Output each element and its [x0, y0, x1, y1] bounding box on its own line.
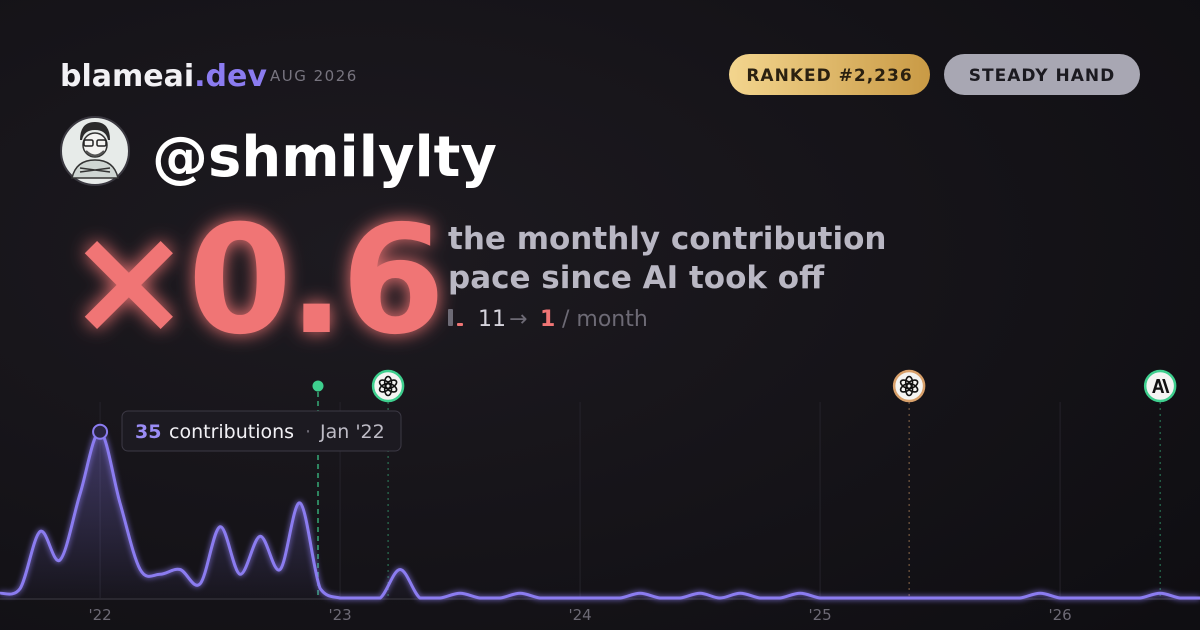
event-icon	[892, 369, 926, 403]
tooltip-box	[121, 410, 402, 452]
x-tick-label: '23	[328, 606, 351, 624]
pace-icon	[448, 309, 463, 326]
pace-before: 11	[478, 307, 506, 332]
tooltip: 35 contributions · Jan '22	[121, 410, 402, 452]
avatar	[60, 116, 130, 186]
logo-glyph	[1152, 379, 1170, 393]
description-line: pace since AI took off	[448, 260, 825, 296]
highlight-point	[92, 423, 109, 440]
event-icon	[371, 369, 405, 403]
date: AUG 2026	[270, 67, 358, 85]
x-tick-label: '22	[88, 606, 111, 624]
brand: blameai.dev	[60, 59, 267, 94]
x-tick-label: '25	[808, 606, 831, 624]
event-icon-ring	[371, 369, 405, 403]
brand-name: blameai	[60, 59, 194, 94]
style-badge-text: STEADY HAND	[969, 66, 1115, 86]
style-badge	[944, 54, 1140, 95]
tooltip-separator: ·	[305, 421, 311, 443]
event-dot	[312, 380, 324, 392]
x-tick-label: '24	[568, 606, 591, 624]
multiplier: ×0.6	[66, 194, 441, 368]
description-line: the monthly contribution	[448, 221, 886, 257]
plot: '22 '23 '24 '25 '26	[0, 369, 1200, 624]
area	[0, 431, 1200, 598]
logo-petal	[899, 379, 913, 390]
rank-badge	[729, 54, 930, 95]
username: @shmilylty	[152, 125, 497, 190]
line	[0, 430, 1200, 600]
tooltip-label: contributions	[169, 421, 294, 443]
rank-badge-text: RANKED #2,236	[746, 66, 912, 86]
event-icon	[1143, 369, 1177, 403]
pace-arrow: →	[509, 307, 527, 332]
tooltip-date: Jan '22	[319, 421, 385, 443]
x-tick-label: '26	[1048, 606, 1071, 624]
logo-petal	[378, 379, 392, 390]
tooltip-value: 35	[135, 421, 161, 443]
pace-unit: / month	[562, 307, 648, 332]
brand-tld: .dev	[194, 59, 267, 94]
event-icon-ring	[892, 369, 926, 403]
pace-after: 1	[540, 307, 555, 332]
